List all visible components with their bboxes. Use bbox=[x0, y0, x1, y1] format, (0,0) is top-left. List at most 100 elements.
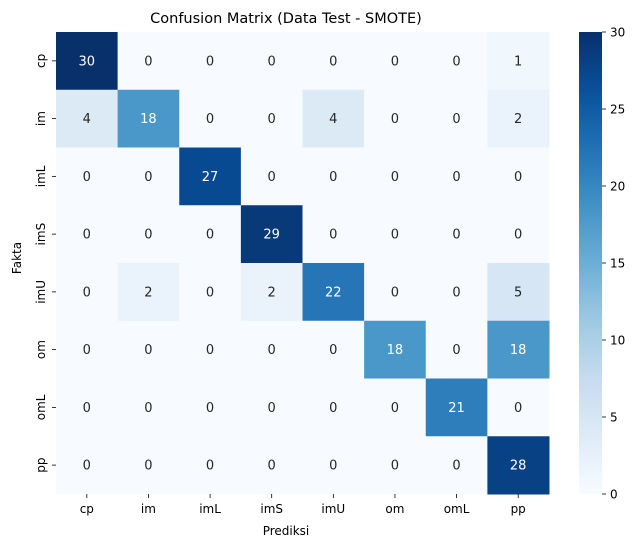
cell-value-label: 0 bbox=[452, 285, 460, 300]
cell-value-label: 0 bbox=[206, 54, 214, 69]
heatmap-cell bbox=[56, 263, 119, 322]
heatmap-cell bbox=[117, 378, 180, 437]
heatmap-cell bbox=[179, 263, 242, 322]
cell-value-label: 0 bbox=[83, 343, 91, 358]
cell-value-label: 2 bbox=[514, 112, 522, 127]
cell-value-label: 0 bbox=[391, 401, 399, 416]
heatmap-cell bbox=[302, 89, 365, 148]
cell-value-label: 0 bbox=[514, 228, 522, 243]
cell-value-label: 0 bbox=[83, 170, 91, 185]
y-tick-label: omL bbox=[34, 394, 48, 420]
heatmap-cell bbox=[240, 147, 303, 206]
colorbar-tick-label: 20 bbox=[610, 180, 625, 194]
heatmap-cell bbox=[179, 89, 242, 148]
cell-value-label: 0 bbox=[452, 459, 460, 474]
cell-value-label: 0 bbox=[391, 54, 399, 69]
cell-value-label: 0 bbox=[391, 170, 399, 185]
heatmap-cell bbox=[487, 147, 550, 206]
cell-value-label: 0 bbox=[452, 343, 460, 358]
heatmap-cell bbox=[364, 436, 427, 495]
cell-value-label: 0 bbox=[206, 228, 214, 243]
heatmap-cell bbox=[240, 320, 303, 379]
cell-value-label: 0 bbox=[144, 54, 152, 69]
heatmap-cell bbox=[425, 320, 488, 379]
cell-value-label: 0 bbox=[83, 285, 91, 300]
heatmap-cell bbox=[56, 378, 119, 437]
y-tick-label: imU bbox=[34, 280, 48, 304]
cell-value-labels: 30 0 0 0 0 0 0 1 4 18 0 0 4 0 0 2 0 0 27 0 0 0 0 0 0 0 0 29 0 0 0 0 0 2 0 2… bbox=[79, 54, 527, 473]
cell-value-label: 0 bbox=[329, 228, 337, 243]
heatmap-cell bbox=[487, 378, 550, 437]
colorbar: 0 5 10 15 20 25 30 bbox=[579, 26, 625, 502]
heatmap-cell bbox=[240, 378, 303, 437]
x-tick-label: pp bbox=[511, 502, 526, 516]
cell-value-label: 18 bbox=[510, 343, 527, 358]
x-tick-label: om bbox=[385, 502, 404, 516]
heatmap-cell bbox=[179, 436, 242, 495]
heatmap-cell bbox=[425, 436, 488, 495]
heatmap-cell bbox=[240, 263, 303, 322]
heatmap-cell bbox=[117, 205, 180, 264]
colorbar-tick-label: 15 bbox=[610, 257, 625, 271]
cell-value-label: 0 bbox=[144, 401, 152, 416]
heatmap-cell bbox=[179, 32, 242, 91]
cell-value-label: 2 bbox=[144, 285, 152, 300]
cell-value-label: 0 bbox=[268, 112, 276, 127]
cell-value-label: 0 bbox=[329, 401, 337, 416]
cell-value-label: 0 bbox=[206, 343, 214, 358]
cell-value-label: 0 bbox=[452, 112, 460, 127]
cell-value-label: 21 bbox=[448, 401, 465, 416]
cell-value-label: 0 bbox=[452, 170, 460, 185]
heatmap-cell bbox=[425, 378, 488, 437]
y-tick-label: imS bbox=[34, 223, 48, 246]
x-tick-label: omL bbox=[444, 502, 470, 516]
heatmap-cell bbox=[117, 320, 180, 379]
heatmap-cell bbox=[425, 263, 488, 322]
heatmap-cell bbox=[364, 378, 427, 437]
cell-value-label: 0 bbox=[268, 459, 276, 474]
heatmap-cell bbox=[179, 147, 242, 206]
heatmap-cell bbox=[364, 32, 427, 91]
cell-value-label: 0 bbox=[206, 285, 214, 300]
heatmap-cell bbox=[425, 205, 488, 264]
y-tick-label: imL bbox=[34, 165, 48, 187]
x-tick-label: imU bbox=[321, 502, 345, 516]
heatmap-cell bbox=[302, 32, 365, 91]
x-axis-label: Prediksi bbox=[263, 524, 310, 538]
cell-value-label: 0 bbox=[329, 343, 337, 358]
heatmap-cell bbox=[364, 89, 427, 148]
cell-value-label: 0 bbox=[391, 459, 399, 474]
heatmap-cell bbox=[56, 205, 119, 264]
y-axis-label: Fakta bbox=[10, 242, 24, 274]
heatmap-cell bbox=[56, 32, 119, 91]
colorbar-tick-label: 10 bbox=[610, 334, 625, 348]
y-tick-label: om bbox=[34, 340, 48, 359]
x-tick-label: im bbox=[141, 502, 156, 516]
cell-value-label: 0 bbox=[514, 170, 522, 185]
heatmap-cell bbox=[56, 147, 119, 206]
heatmap-cell bbox=[487, 205, 550, 264]
heatmap-cell bbox=[302, 436, 365, 495]
cell-value-label: 0 bbox=[329, 54, 337, 69]
heatmap-cell bbox=[425, 147, 488, 206]
cell-value-label: 29 bbox=[263, 228, 280, 243]
heatmap-cell bbox=[302, 205, 365, 264]
heatmap-cell bbox=[117, 436, 180, 495]
heatmap-cell bbox=[487, 320, 550, 379]
cell-value-label: 2 bbox=[268, 285, 276, 300]
heatmap-cell bbox=[179, 320, 242, 379]
heatmap-cell bbox=[56, 320, 119, 379]
heatmap-cell bbox=[487, 89, 550, 148]
cell-value-label: 0 bbox=[452, 228, 460, 243]
y-axis: cp im imL imS imU om omL pp bbox=[34, 54, 56, 473]
cell-value-label: 0 bbox=[329, 459, 337, 474]
cell-value-label: 4 bbox=[329, 112, 337, 127]
cell-value-label: 0 bbox=[452, 54, 460, 69]
cell-value-label: 0 bbox=[144, 343, 152, 358]
colorbar-gradient bbox=[579, 32, 602, 494]
heatmap-cell bbox=[302, 147, 365, 206]
cell-value-label: 4 bbox=[83, 112, 91, 127]
cell-value-label: 0 bbox=[206, 401, 214, 416]
cell-value-label: 0 bbox=[268, 401, 276, 416]
